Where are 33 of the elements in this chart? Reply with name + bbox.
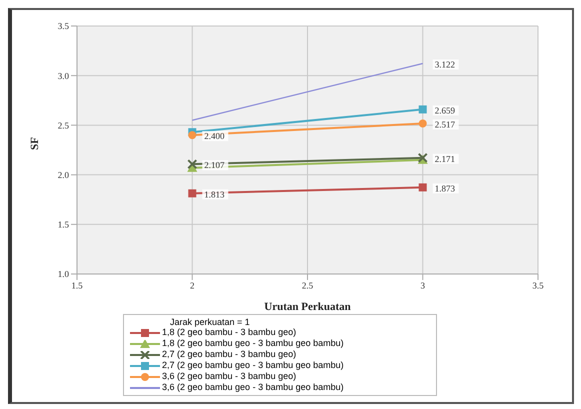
legend-label: 2,7 (2 geo bambu - 3 bambu geo) [162,349,296,360]
point [188,189,196,198]
x-tick-label: 3 [420,280,426,290]
data-label: 2.659 [434,105,456,116]
data-label: 2.107 [204,160,225,170]
data-label: 2.171 [434,154,455,164]
y-tick-label: 1.5 [58,220,70,230]
y-tick-label: 2.5 [58,120,70,130]
x-tick-label: 3.5 [532,280,544,290]
data-label: 2.517 [434,120,456,130]
data-label: 3.122 [434,60,455,70]
y-axis-title: SF [28,136,41,150]
x-tick-label: 2 [190,280,194,290]
data-label: 2.400 [204,131,225,142]
data-label: 1.873 [434,183,456,194]
point [418,120,427,128]
legend-label: 3,6 (2 geo bambu - 3 bambu geo) [162,371,296,382]
y-tick-label: 3.0 [58,70,70,81]
legend-label: 2,7 (2 geo bambu geo - 3 bambu geo bambu) [162,360,344,371]
x-tick-label: 1.5 [71,280,84,290]
point [418,105,427,114]
legend-label: 1,8 (2 geo bambu - 3 bambu geo) [162,327,296,338]
data-label: 1.813 [204,189,225,200]
point [418,183,427,192]
y-tick-label: 1.0 [58,269,70,280]
legend-title: Jarak perkuatan = 1 [169,317,251,327]
x-tick-label: 2.5 [302,280,314,290]
legend-label: 3,6 (2 geo bambu geo - 3 bambu geo bambu) [162,382,344,393]
point [188,131,196,140]
legend-label: 1,8 (2 geo bambu geo - 3 bambu geo bambu) [162,338,344,349]
y-tick-label: 2.0 [58,170,70,180]
x-axis-title: Urutan Perkuatan [264,301,351,313]
y-tick-label: 3.5 [58,21,70,32]
